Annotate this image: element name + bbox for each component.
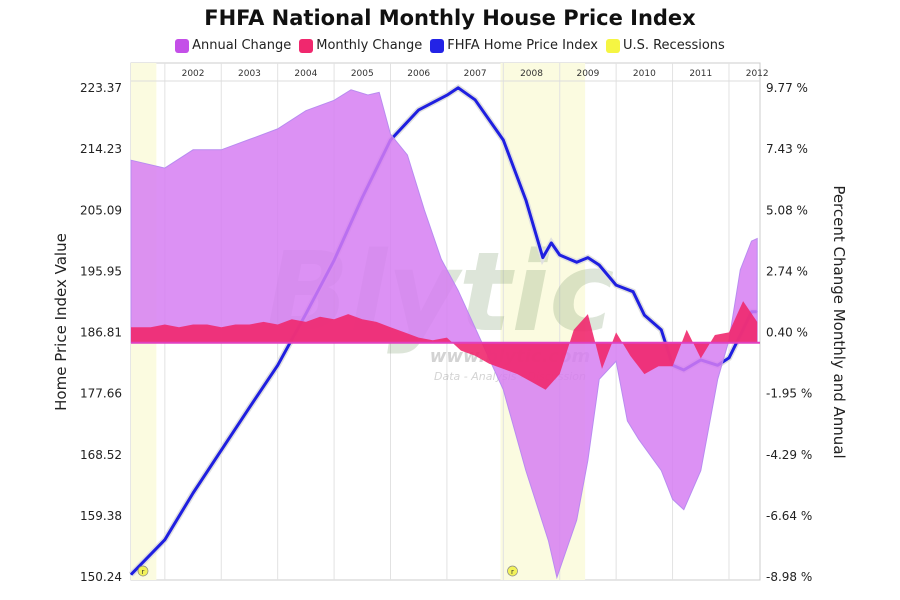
y-tick-label-right: -1.95 %	[766, 387, 812, 401]
hpi-point	[643, 314, 645, 316]
hpi-point	[660, 329, 662, 331]
x-tick-label: 2005	[351, 69, 374, 79]
x-tick-label: 2006	[407, 69, 430, 79]
y-tick-label-left: 150.24	[80, 570, 122, 584]
y-tick-label-right: -8.98 %	[766, 570, 812, 584]
hpi-point	[220, 449, 222, 451]
chart-title: FHFA National Monthly House Price Index	[204, 6, 696, 30]
y-tick-label-left: 186.81	[80, 326, 122, 340]
legend-swatch	[605, 38, 620, 53]
hpi-point	[474, 99, 476, 101]
hpi-point	[559, 254, 561, 256]
legend-swatch	[299, 38, 314, 53]
x-tick-label: 2002	[182, 69, 205, 79]
hpi-point	[587, 257, 589, 259]
x-tick-label: 2008	[520, 69, 543, 79]
y-tick-label-left: 205.09	[80, 203, 122, 217]
hpi-point	[457, 87, 459, 89]
hpi-point	[418, 109, 420, 111]
y-tick-label-left: 223.37	[80, 81, 122, 95]
y-tick-label-left: 168.52	[80, 448, 122, 462]
x-tick-label: 2004	[294, 69, 317, 79]
y-axis-left-title: Home Price Index Value	[52, 233, 70, 411]
hpi-point	[576, 261, 578, 263]
y-tick-label-right: -4.29 %	[766, 448, 812, 462]
legend-label: FHFA Home Price Index	[447, 38, 598, 53]
hpi-point	[164, 539, 166, 541]
hpi-point	[130, 574, 132, 576]
hpi-point	[598, 264, 600, 266]
x-tick-label: 2003	[238, 69, 261, 79]
legend: Annual Change Monthly Change FHFA Home P…	[0, 38, 900, 53]
recession-marker	[137, 565, 149, 577]
legend-item-monthly-change[interactable]: Monthly Change	[299, 38, 422, 53]
legend-label: Annual Change	[192, 38, 292, 53]
hpi-point	[525, 199, 527, 201]
y-tick-label-left: 214.23	[80, 142, 122, 156]
hpi-point	[277, 364, 279, 366]
hpi-point	[550, 242, 552, 244]
recession-marker-label: r	[511, 568, 514, 576]
hpi-point	[615, 284, 617, 286]
legend-item-annual-change[interactable]: Annual Change	[175, 38, 291, 53]
y-tick-label-left: 177.66	[80, 387, 122, 401]
legend-label: U.S. Recessions	[622, 38, 725, 53]
y-tick-label-right: 7.43 %	[766, 142, 808, 156]
legend-label: Monthly Change	[316, 38, 423, 53]
hpi-point	[192, 492, 194, 494]
hpi-point	[248, 406, 250, 408]
x-tick-label: 2011	[689, 69, 712, 79]
y-tick-label-left: 159.38	[80, 509, 122, 523]
hpi-point	[446, 94, 448, 96]
monthly-change-area	[131, 301, 758, 390]
y-tick-label-right: 5.08 %	[766, 203, 808, 217]
y-tick-label-right: 0.40 %	[766, 326, 808, 340]
hpi-point	[502, 139, 504, 141]
hpi-point	[542, 257, 544, 259]
y-tick-label-right: 9.77 %	[766, 81, 808, 95]
x-tick-label: 2010	[633, 69, 656, 79]
y-tick-label-right: -6.64 %	[766, 509, 812, 523]
x-tick-label: 2012	[746, 69, 769, 79]
x-tick-label: 2007	[464, 69, 487, 79]
annual-change-area	[130, 89, 758, 580]
x-tick-label: 2009	[576, 69, 599, 79]
y-axis-right-title: Percent Change Monthly and Annual	[830, 185, 848, 458]
recession-marker	[507, 565, 518, 577]
legend-swatch	[175, 38, 190, 53]
hpi-point	[632, 291, 634, 293]
hpi-point	[728, 357, 730, 359]
legend-swatch	[430, 38, 445, 53]
recession-marker-label: r	[142, 568, 145, 576]
y-tick-label-right: 2.74 %	[766, 264, 808, 278]
legend-item-hpi[interactable]: FHFA Home Price Index	[430, 38, 598, 53]
legend-item-recessions[interactable]: U.S. Recessions	[605, 38, 725, 53]
y-tick-label-left: 195.95	[80, 264, 122, 278]
